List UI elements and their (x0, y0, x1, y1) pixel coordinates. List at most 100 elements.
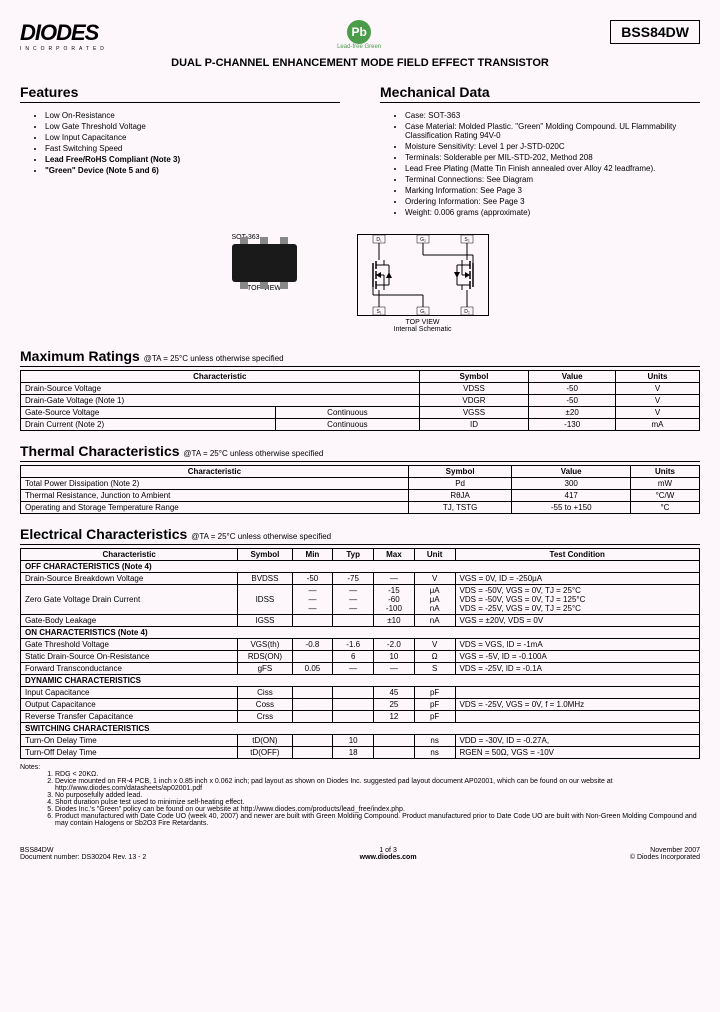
note-item: Short duration pulse test used to minimi… (55, 799, 700, 806)
table-row: Gate-Body LeakageIGSS±10nAVGS = ±20V, VD… (21, 615, 700, 627)
features-heading: Features (20, 84, 340, 103)
col-characteristic: Characteristic (21, 371, 420, 383)
col-min: Min (292, 549, 333, 561)
section-row: OFF CHARACTERISTICS (Note 4) (21, 561, 700, 573)
table-row: Static Drain-Source On-ResistanceRDS(ON)… (21, 651, 700, 663)
mechanical-item: Weight: 0.006 grams (approximate) (405, 208, 700, 217)
svg-text:S₂: S₂ (464, 237, 469, 243)
leadfree-badge: Pb Lead-free Green (337, 20, 381, 50)
thermal-table: Characteristic Symbol Value Units Total … (20, 465, 700, 514)
mechanical-heading: Mechanical Data (380, 84, 700, 103)
table-row: Drain-Source VoltageVDSS-50V (21, 383, 700, 395)
mechanical-list: Case: SOT-363 Case Material: Molded Plas… (380, 111, 700, 217)
max-ratings-title: Maximum Ratings (20, 348, 140, 364)
svg-text:D₁: D₁ (376, 237, 382, 243)
notes-list: RDG < 20KΩ. Device mounted on FR-4 PCB, … (20, 771, 700, 827)
schematic-icon: D₁ G₂ S₂ S₁ G₁ D₂ (357, 234, 489, 316)
internal-schematic: D₁ G₂ S₂ S₁ G₁ D₂ (357, 234, 489, 333)
table-row: Forward TransconductancegFS0.05——SVDS = … (21, 663, 700, 675)
table-row: Gate Threshold VoltageVGS(th)-0.8-1.6-2.… (21, 639, 700, 651)
footer-date: November 2007 (630, 847, 700, 854)
mechanical-item: Moisture Sensitivity: Level 1 per J-STD-… (405, 142, 700, 151)
feature-item: Lead Free/RoHS Compliant (Note 3) (45, 155, 340, 164)
footer-url: www.diodes.com (360, 854, 417, 861)
max-ratings-heading: Maximum Ratings @TA = 25°C unless otherw… (20, 348, 700, 367)
mechanical-item: Terminals: Solderable per MIL-STD-202, M… (405, 153, 700, 162)
col-unit: Unit (414, 549, 455, 561)
footer-center: 1 of 3 www.diodes.com (360, 847, 417, 861)
part-number: BSS84DW (610, 20, 700, 44)
section-row: DYNAMIC CHARACTERISTICS (21, 675, 700, 687)
note-item: No purposefully added lead. (55, 792, 700, 799)
note-item: Diodes Inc.'s "Green" policy can be foun… (55, 806, 700, 813)
table-row: Total Power Dissipation (Note 2)Pd300mW (21, 478, 700, 490)
feature-item: Low Gate Threshold Voltage (45, 122, 340, 131)
mechanical-item: Case: SOT-363 (405, 111, 700, 120)
notes-label: Notes: (20, 764, 40, 771)
footer-right: November 2007 © Diodes Incorporated (630, 847, 700, 861)
col-characteristic: Characteristic (21, 466, 409, 478)
notes-section: Notes: RDG < 20KΩ. Device mounted on FR-… (20, 764, 700, 827)
table-row: Drain Current (Note 2)ContinuousID-130mA (21, 419, 700, 431)
table-row: Turn-Off Delay TimetD(OFF)18nsRGEN = 50Ω… (21, 747, 700, 759)
table-row: Turn-On Delay TimetD(ON)10nsVDD = -30V, … (21, 735, 700, 747)
thermal-heading: Thermal Characteristics @TA = 25°C unles… (20, 443, 700, 462)
mechanical-column: Mechanical Data Case: SOT-363 Case Mater… (380, 84, 700, 219)
note-item: Device mounted on FR-4 PCB, 1 inch x 0.8… (55, 778, 700, 792)
feature-item: Low Input Capacitance (45, 133, 340, 142)
mechanical-item: Marking Information: See Page 3 (405, 186, 700, 195)
electrical-condition: @TA = 25°C unless otherwise specified (191, 532, 331, 541)
mechanical-item: Ordering Information: See Page 3 (405, 197, 700, 206)
electrical-heading: Electrical Characteristics @TA = 25°C un… (20, 526, 700, 545)
max-ratings-table: Characteristic Symbol Value Units Drain-… (20, 370, 700, 431)
col-symbol: Symbol (408, 466, 512, 478)
col-max: Max (374, 549, 415, 561)
package-outline: SOT-363 TOP VIEW (232, 234, 297, 333)
note-item: Product manufactured with Date Code UO (… (55, 813, 700, 827)
table-row: Input CapacitanceCiss45pF (21, 687, 700, 699)
table-row: Thermal Resistance, Junction to AmbientR… (21, 490, 700, 502)
footer-doc: Document number: DS30204 Rev. 13 - 2 (20, 854, 146, 861)
col-value: Value (512, 466, 630, 478)
thermal-title: Thermal Characteristics (20, 443, 180, 459)
features-list: Low On-Resistance Low Gate Threshold Vol… (20, 111, 340, 175)
package-diagrams: SOT-363 TOP VIEW D₁ G₂ S₂ (20, 234, 700, 333)
pb-label: Lead-free Green (337, 44, 381, 50)
section-row: ON CHARACTERISTICS (Note 4) (21, 627, 700, 639)
footer-page: 1 of 3 (360, 847, 417, 854)
mechanical-item: Case Material: Molded Plastic. "Green" M… (405, 122, 700, 140)
company-sublogo: INCORPORATED (20, 46, 108, 52)
logo-block: DIODES INCORPORATED (20, 20, 108, 52)
col-value: Value (529, 371, 616, 383)
max-ratings-condition: @TA = 25°C unless otherwise specified (144, 354, 284, 363)
info-columns: Features Low On-Resistance Low Gate Thre… (20, 84, 700, 219)
company-logo: DIODES (20, 20, 98, 45)
col-characteristic: Characteristic (21, 549, 238, 561)
footer-part: BSS84DW (20, 847, 146, 854)
col-symbol: Symbol (238, 549, 292, 561)
table-row: Drain-Source Breakdown VoltageBVDSS-50-7… (21, 573, 700, 585)
feature-item: "Green" Device (Note 5 and 6) (45, 166, 340, 175)
page-title: DUAL P-CHANNEL ENHANCEMENT MODE FIELD EF… (20, 57, 700, 69)
col-test: Test Condition (455, 549, 699, 561)
thermal-condition: @TA = 25°C unless otherwise specified (183, 449, 323, 458)
feature-item: Low On-Resistance (45, 111, 340, 120)
electrical-title: Electrical Characteristics (20, 526, 187, 542)
svg-text:G₂: G₂ (420, 237, 426, 243)
electrical-table: Characteristic Symbol Min Typ Max Unit T… (20, 548, 700, 759)
features-column: Features Low On-Resistance Low Gate Thre… (20, 84, 340, 219)
col-symbol: Symbol (419, 371, 529, 383)
table-row: Operating and Storage Temperature RangeT… (21, 502, 700, 514)
col-typ: Typ (333, 549, 374, 561)
footer-copyright: © Diodes Incorporated (630, 854, 700, 861)
svg-text:G₁: G₁ (420, 309, 426, 315)
table-row: Output CapacitanceCoss25pFVDS = -25V, VG… (21, 699, 700, 711)
table-row: Zero Gate Voltage Drain CurrentIDSS— — —… (21, 585, 700, 615)
svg-text:D₂: D₂ (464, 309, 470, 315)
table-row: Gate-Source VoltageContinuousVGSS±20V (21, 407, 700, 419)
note-item: RDG < 20KΩ. (55, 771, 700, 778)
mechanical-item: Lead Free Plating (Matte Tin Finish anne… (405, 164, 700, 173)
table-row: Reverse Transfer CapacitanceCrss12pF (21, 711, 700, 723)
svg-text:S₁: S₁ (376, 309, 381, 315)
page-footer: BSS84DW Document number: DS30204 Rev. 13… (20, 847, 700, 861)
